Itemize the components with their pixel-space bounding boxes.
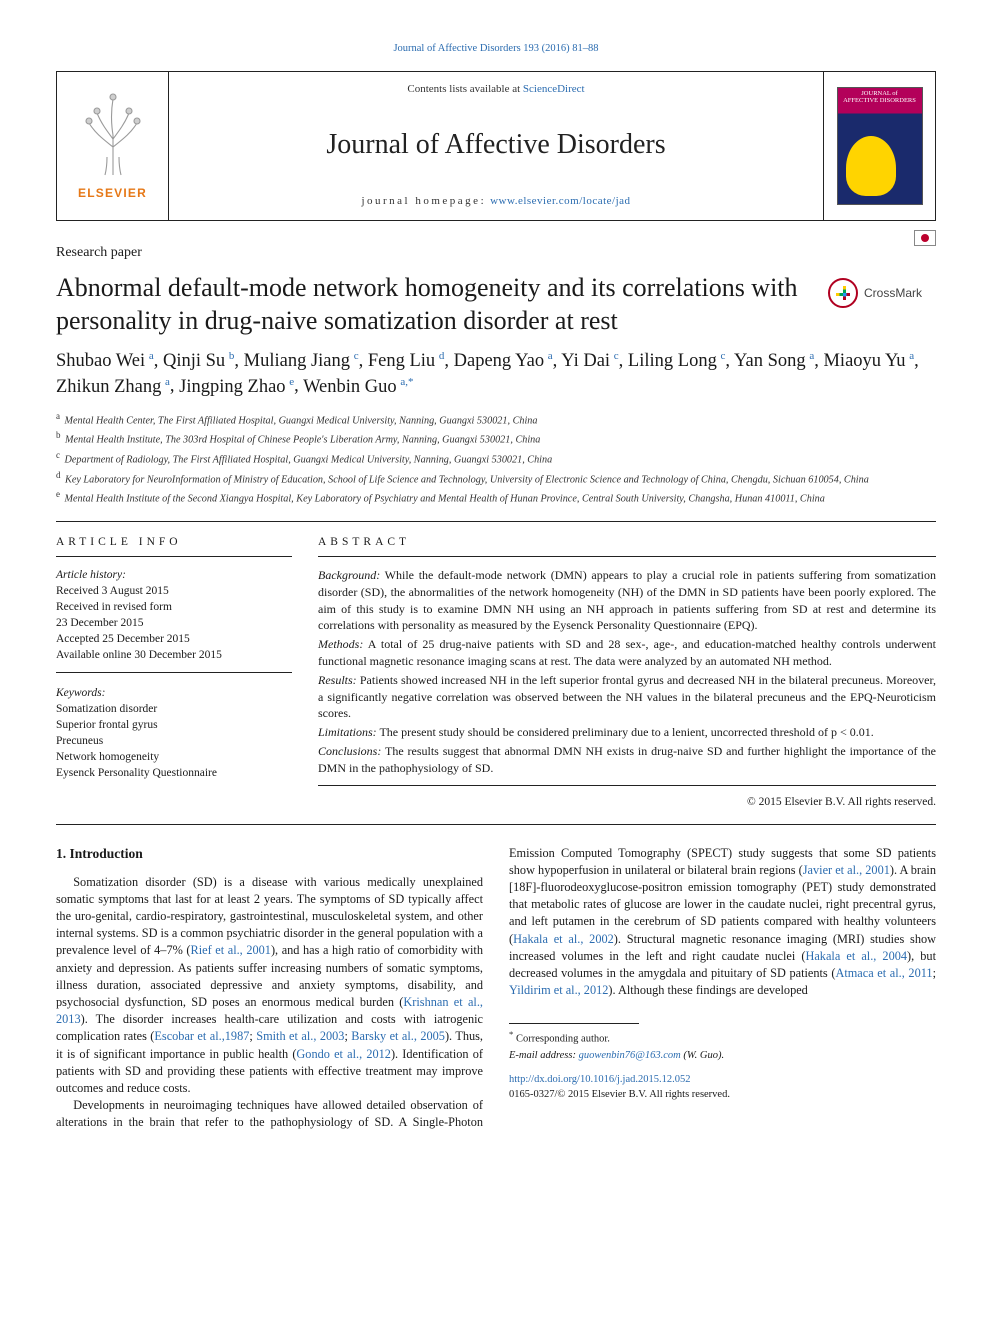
affiliation: e Mental Health Institute of the Second … [56,488,936,507]
cover-art-icon [846,136,896,196]
keyword: Precuneus [56,733,292,749]
cite-link[interactable]: Smith et al., 2003 [256,1029,344,1043]
sciencedirect-link[interactable]: ScienceDirect [523,83,585,95]
author: Miaoyu Yu a [823,351,914,371]
abstract-segment: Conclusions: The results suggest that ab… [318,743,936,777]
author: Feng Liu d [368,351,445,371]
section-heading-intro: 1. Introduction [56,845,483,864]
author: Shubao Wei a [56,351,154,371]
cite-link[interactable]: Barsky et al., 2005 [351,1029,445,1043]
history-line: Received 3 August 2015 [56,583,292,599]
cite-link[interactable]: Gondo et al., 2012 [296,1047,391,1061]
email-label: E-mail address: [509,1050,576,1061]
cite-link[interactable]: Atmaca et al., 2011 [835,966,932,980]
history-label: Article history: [56,567,292,583]
affiliation: a Mental Health Center, The First Affili… [56,410,936,429]
publisher-name: ELSEVIER [70,185,156,202]
author: Muliang Jiang c [244,351,359,371]
corr-label: Corresponding author. [516,1034,610,1045]
running-head-citation[interactable]: Journal of Affective Disorders 193 (2016… [393,43,598,54]
crossmark-icon [828,278,858,308]
cover-title: JOURNAL ofAFFECTIVE DISORDERS [841,91,919,105]
divider [56,672,292,673]
doi-link[interactable]: http://dx.doi.org/10.1016/j.jad.2015.12.… [509,1074,691,1085]
affiliation-list: a Mental Health Center, The First Affili… [56,410,936,507]
elsevier-tree-icon [77,89,149,177]
intro-para-1: Somatization disorder (SD) is a disease … [56,874,483,1098]
abstract-segment: Results: Patients showed increased NH in… [318,672,936,722]
locale-flag-icon [914,230,936,246]
abstract-copyright: © 2015 Elsevier B.V. All rights reserved… [318,794,936,810]
keyword: Superior frontal gyrus [56,717,292,733]
journal-title: Journal of Affective Disorders [326,125,665,164]
journal-masthead: ELSEVIER Contents lists available at Sci… [56,71,936,221]
keywords-label: Keywords: [56,685,292,701]
history-line: Received in revised form [56,599,292,615]
running-head: Journal of Affective Disorders 193 (2016… [56,42,936,57]
corr-email-link[interactable]: guowenbin76@163.com [579,1050,681,1061]
affiliation: d Key Laboratory for NeuroInformation of… [56,469,936,488]
contents-line: Contents lists available at ScienceDirec… [407,82,584,97]
cite-link[interactable]: Rief et al., 2001 [191,943,271,957]
abstract-segment: Limitations: The present study should be… [318,724,936,741]
author: Jingping Zhao e [179,377,294,397]
crossmark-label: CrossMark [864,285,922,302]
affiliation: c Department of Radiology, The First Aff… [56,449,936,468]
abstract-block: ABSTRACT Background: While the default-m… [318,534,936,810]
cite-link[interactable]: Yildirim et al., 2012 [509,983,608,997]
author: Qinji Su b [163,351,234,371]
author-list: Shubao Wei a, Qinji Su b, Muliang Jiang … [56,349,936,399]
homepage-label: journal homepage: [361,195,486,207]
divider [56,824,936,825]
divider [318,785,936,786]
author: Zhikun Zhang a [56,377,170,397]
keyword: Eysenck Personality Questionnaire [56,765,292,781]
publisher-cell: ELSEVIER [57,72,169,220]
cite-link[interactable]: Javier et al., 2001 [803,863,890,877]
keyword: Somatization disorder [56,701,292,717]
article-type: Research paper [56,243,936,263]
journal-homepage-link[interactable]: www.elsevier.com/locate/jad [490,195,630,207]
journal-cover-thumb[interactable]: JOURNAL ofAFFECTIVE DISORDERS [837,87,923,205]
author: Yi Dai c [561,351,618,371]
cite-link[interactable]: Escobar et al.,1987 [154,1029,249,1043]
history-line: Available online 30 December 2015 [56,647,292,663]
article-info-block: ARTICLE INFO Article history: Received 3… [56,534,292,810]
masthead-center: Contents lists available at ScienceDirec… [169,72,823,220]
author: Wenbin Guo a,* [303,377,413,397]
homepage-line: journal homepage: www.elsevier.com/locat… [361,194,630,209]
issn-copyright: 0165-0327/© 2015 Elsevier B.V. All right… [509,1089,730,1100]
article-body: 1. Introduction Somatization disorder (S… [56,845,936,1132]
history-line: Accepted 25 December 2015 [56,631,292,647]
author: Yan Song a [734,351,814,371]
author: Dapeng Yao a [454,351,553,371]
crossmark-badge[interactable]: CrossMark [828,278,936,308]
history-line: 23 December 2015 [56,615,292,631]
article-info-head: ARTICLE INFO [56,534,292,557]
abstract-segment: Background: While the default-mode netwo… [318,567,936,634]
elsevier-logo[interactable]: ELSEVIER [70,89,156,202]
affiliation: b Mental Health Institute, The 303rd Hos… [56,429,936,448]
corr-symbol: * [509,1029,513,1039]
abstract-segment: Methods: A total of 25 drug-naive patien… [318,636,936,670]
cover-cell: JOURNAL ofAFFECTIVE DISORDERS [823,72,935,220]
author: Liling Long c [628,351,726,371]
footnotes: * Corresponding author. E-mail address: … [509,1023,936,1102]
divider [509,1023,639,1024]
article-title: Abnormal default-mode network homogeneit… [56,272,810,337]
cite-link[interactable]: Hakala et al., 2002 [513,932,614,946]
keyword: Network homogeneity [56,749,292,765]
divider [56,521,936,522]
contents-prefix: Contents lists available at [407,83,522,95]
cite-link[interactable]: Hakala et al., 2004 [805,949,907,963]
corr-email-name: (W. Guo). [683,1050,724,1061]
abstract-head: ABSTRACT [318,534,936,557]
